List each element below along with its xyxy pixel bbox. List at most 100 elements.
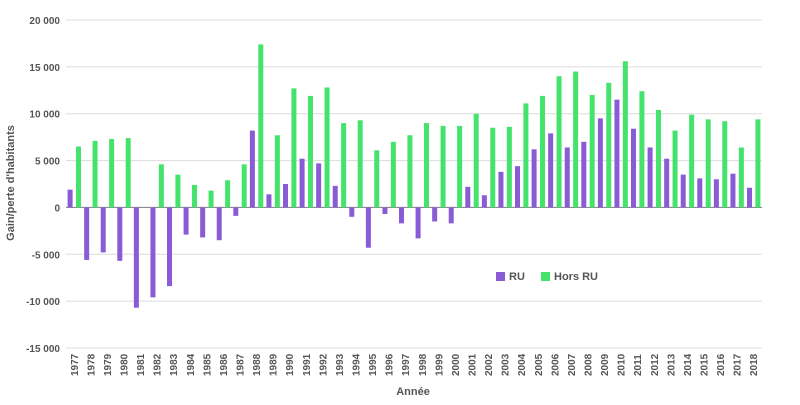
x-tick-label: 2006 <box>550 353 561 376</box>
x-tick-label: 2010 <box>617 353 628 376</box>
x-tick-label: 1982 <box>153 353 164 376</box>
bar-ru-2006 <box>548 133 554 208</box>
bar-ru-2013 <box>664 158 670 208</box>
y-tick-label: 5 000 <box>35 157 60 168</box>
bar-hors-ru-2005 <box>539 95 545 208</box>
bar-ru-1980 <box>117 207 123 261</box>
x-tick-label: 2001 <box>468 353 479 376</box>
bar-ru-1985 <box>200 207 206 238</box>
bar-hors-ru-2008 <box>589 94 595 208</box>
bar-ru-1987 <box>233 207 239 216</box>
x-tick-label: 1994 <box>352 353 363 376</box>
x-tick-label: 1984 <box>186 353 197 376</box>
bar-hors-ru-1995 <box>374 150 380 208</box>
x-tick-label: 2015 <box>700 353 711 376</box>
bars <box>67 44 761 308</box>
bar-hors-ru-1998 <box>423 123 429 208</box>
bar-ru-1997 <box>399 207 405 224</box>
bar-hors-ru-1987 <box>241 164 247 208</box>
bar-ru-1979 <box>100 207 106 253</box>
bar-ru-1984 <box>183 207 189 235</box>
bar-hors-ru-1991 <box>307 95 313 208</box>
bar-ru-2002 <box>481 195 487 208</box>
bar-hors-ru-2016 <box>722 121 728 208</box>
bar-ru-2010 <box>614 99 620 208</box>
bar-ru-2009 <box>597 118 603 208</box>
x-tick-label: 2004 <box>517 353 528 376</box>
bar-ru-1996 <box>382 207 388 214</box>
x-tick-label: 2018 <box>749 353 760 376</box>
x-tick-label: 1989 <box>269 353 280 376</box>
x-tick-label: 2000 <box>451 353 462 376</box>
y-axis-label: Gain/perte d'habitants <box>5 125 17 241</box>
legend-label-hors-ru: Hors RU <box>554 271 598 283</box>
bar-hors-ru-1994 <box>357 120 363 208</box>
bar-ru-2012 <box>647 147 653 208</box>
x-tick-label: 1991 <box>302 353 313 376</box>
bar-hors-ru-2011 <box>639 91 645 208</box>
bar-ru-2001 <box>465 186 471 208</box>
y-tick-label: 20 000 <box>29 16 60 27</box>
bar-hors-ru-2010 <box>622 61 628 208</box>
bar-ru-1978 <box>84 207 90 260</box>
x-tick-label: 1977 <box>70 353 81 376</box>
bar-ru-1982 <box>150 207 156 298</box>
bar-hors-ru-1996 <box>390 141 396 208</box>
x-tick-label: 2009 <box>600 353 611 376</box>
x-tick-label: 1999 <box>434 353 445 376</box>
bar-ru-2015 <box>697 178 703 208</box>
x-tick-label: 2012 <box>650 353 661 376</box>
bar-ru-1998 <box>415 207 421 239</box>
bar-hors-ru-1980 <box>125 138 131 208</box>
bar-hors-ru-1992 <box>324 87 330 208</box>
y-tick-label: 10 000 <box>29 110 60 121</box>
bar-hors-ru-1983 <box>175 174 181 208</box>
bar-ru-1989 <box>266 194 272 208</box>
x-axis-label: Année <box>396 386 430 398</box>
bar-ru-2005 <box>531 149 537 208</box>
bar-ru-2018 <box>747 187 753 208</box>
x-tick-label: 2005 <box>534 353 545 376</box>
x-tick-label: 2011 <box>633 354 644 376</box>
x-tick-label: 1979 <box>103 353 114 376</box>
legend-label-ru: RU <box>509 271 525 283</box>
bar-hors-ru-2009 <box>606 82 612 208</box>
x-tick-label: 2014 <box>683 353 694 376</box>
x-tick-label: 2013 <box>666 353 677 376</box>
bar-ru-2004 <box>515 166 521 208</box>
bar-hors-ru-2004 <box>523 103 529 208</box>
bar-hors-ru-2012 <box>655 109 661 208</box>
bar-ru-2011 <box>631 128 637 208</box>
bar-hors-ru-1977 <box>75 146 81 208</box>
y-tick-label: -15 000 <box>26 344 60 355</box>
x-tick-label: 1993 <box>335 353 346 376</box>
bar-hors-ru-1993 <box>341 123 347 208</box>
bar-ru-2000 <box>448 207 454 224</box>
bar-ru-2017 <box>730 173 736 208</box>
bar-ru-1990 <box>283 184 289 208</box>
bar-hors-ru-2006 <box>556 76 562 208</box>
bar-hors-ru-1979 <box>109 139 115 208</box>
x-tick-label: 2003 <box>501 353 512 376</box>
bar-hors-ru-1978 <box>92 140 98 208</box>
x-tick-label: 1986 <box>219 353 230 376</box>
bar-ru-1993 <box>332 185 338 208</box>
bar-hors-ru-2014 <box>689 114 695 208</box>
bar-ru-1994 <box>349 207 355 217</box>
bar-hors-ru-1982 <box>158 164 164 208</box>
x-tick-label: 2007 <box>567 353 578 376</box>
bar-ru-2014 <box>680 174 686 208</box>
x-tick-label: 1995 <box>368 353 379 376</box>
bar-hors-ru-2003 <box>506 126 512 208</box>
bar-ru-1992 <box>316 163 322 208</box>
bar-hors-ru-2015 <box>705 119 711 208</box>
x-tick-label: 1980 <box>120 353 131 376</box>
bar-hors-ru-1997 <box>407 135 413 208</box>
bar-hors-ru-2007 <box>573 71 579 208</box>
x-tick-label: 2008 <box>584 353 595 376</box>
bar-ru-1983 <box>167 207 173 287</box>
x-tick-label: 1992 <box>318 353 329 376</box>
y-tick-label: 0 <box>54 203 60 214</box>
